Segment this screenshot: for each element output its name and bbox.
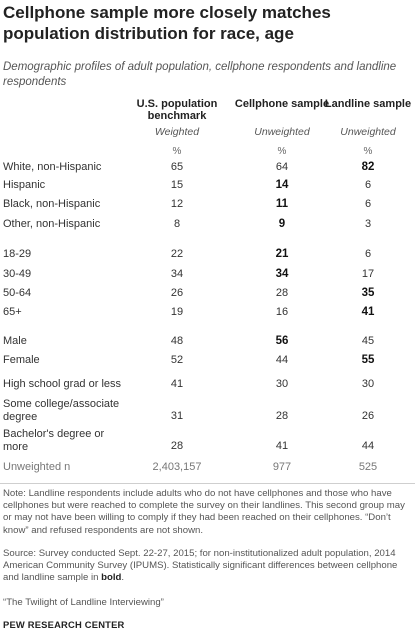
column-header-landline: Landline sample [324, 98, 412, 110]
source-text: Source: Survey conducted Sept. 22-27, 20… [3, 548, 413, 585]
table-row: Female 52 44 55 [0, 354, 415, 370]
cell-landline: 45 [361, 335, 375, 347]
cell-benchmark: 26 [170, 287, 184, 299]
unweighted-n-row: Unweighted n 2,403,157 977 525 [0, 461, 415, 477]
column-unit-landline: % [363, 146, 373, 157]
column-header-benchmark: U.S. population benchmark [136, 98, 218, 122]
cell-benchmark: 28 [170, 440, 184, 452]
row-label: White, non-Hispanic [3, 161, 102, 173]
cell-landline: 6 [364, 248, 372, 260]
cell-landline: 55 [361, 354, 375, 366]
cell-landline: 44 [361, 440, 375, 452]
cell-cellphone: 21 [275, 248, 289, 260]
table-row: White, non-Hispanic 65 64 82 [0, 161, 415, 177]
cell-cellphone: 28 [275, 287, 289, 299]
table-row: High school grad or less 41 30 30 [0, 378, 415, 394]
row-label: 18-29 [3, 248, 32, 260]
cell-benchmark: 41 [170, 378, 184, 390]
divider [0, 483, 415, 484]
cell-landline: 6 [364, 179, 372, 191]
row-label: 50-64 [3, 287, 32, 299]
table-row: 65+ 19 16 41 [0, 306, 415, 322]
cell-cellphone: 11 [275, 198, 289, 210]
report-title: “The Twilight of Landline Interviewing” [3, 597, 164, 608]
row-label: Black, non-Hispanic [3, 198, 101, 210]
row-label: Female [3, 354, 40, 366]
cell-cellphone: 30 [275, 378, 289, 390]
table-row: 18-29 22 21 6 [0, 248, 415, 264]
column-sub-landline: Unweighted [340, 126, 396, 138]
column-unit-cellphone: % [277, 146, 287, 157]
cell-benchmark: 2,403,157 [152, 461, 202, 473]
row-label: 65+ [3, 306, 22, 318]
cell-landline: 41 [361, 306, 375, 318]
table-row: Male 48 56 45 [0, 335, 415, 351]
note-text: Note: Landline respondents include adult… [3, 488, 405, 536]
row-label: Hispanic [3, 179, 46, 191]
page-title: Cellphone sample more closely matches po… [3, 3, 331, 43]
row-label: Other, non-Hispanic [3, 218, 101, 230]
cell-benchmark: 65 [170, 161, 184, 173]
row-label: High school grad or less [3, 378, 122, 390]
cell-landline: 30 [361, 378, 375, 390]
cell-cellphone: 64 [275, 161, 289, 173]
row-label: Male [3, 335, 27, 347]
cell-cellphone: 34 [275, 268, 289, 280]
cell-cellphone: 41 [275, 440, 289, 452]
source-text-part: Source: Survey conducted Sept. 22-27, 20… [3, 548, 398, 584]
column-header-cellphone: Cellphone sample [234, 98, 330, 110]
cell-cellphone: 16 [275, 306, 289, 318]
cell-landline: 35 [361, 287, 375, 299]
cell-benchmark: 34 [170, 268, 184, 280]
cell-benchmark: 15 [170, 179, 184, 191]
table-row: Bachelor's degree or more 28 41 44 [0, 428, 415, 453]
row-label: Bachelor's degree or more [3, 428, 105, 453]
cell-benchmark: 52 [170, 354, 184, 366]
table-row: Other, non-Hispanic 8 9 3 [0, 218, 415, 234]
cell-landline: 6 [364, 198, 372, 210]
cell-cellphone: 56 [275, 335, 289, 347]
table-row: Black, non-Hispanic 12 11 6 [0, 198, 415, 214]
cell-benchmark: 8 [173, 218, 181, 230]
row-label: Some college/associate degree [3, 398, 120, 423]
table-row: Some college/associate degree 31 28 26 [0, 398, 415, 423]
column-unit-benchmark: % [172, 146, 182, 157]
cell-landline: 17 [361, 268, 375, 280]
cell-benchmark: 19 [170, 306, 184, 318]
cell-cellphone: 44 [275, 354, 289, 366]
cell-landline: 82 [361, 161, 375, 173]
cell-landline: 26 [361, 410, 375, 422]
cell-benchmark: 12 [170, 198, 184, 210]
table-row: 50-64 26 28 35 [0, 287, 415, 303]
cell-cellphone: 977 [272, 461, 292, 473]
row-label: 30-49 [3, 268, 32, 280]
cell-cellphone: 14 [275, 179, 289, 191]
page-subtitle: Demographic profiles of adult population… [3, 61, 397, 88]
footer-logo-text: PEW RESEARCH CENTER [3, 619, 125, 630]
cell-cellphone: 9 [278, 218, 286, 230]
cell-landline: 3 [364, 218, 372, 230]
cell-benchmark: 31 [170, 410, 184, 422]
row-label: Unweighted n [3, 461, 71, 473]
cell-landline: 525 [358, 461, 378, 473]
table-row: 30-49 34 34 17 [0, 268, 415, 284]
source-bold-word: bold [101, 572, 122, 584]
source-text-end: . [121, 572, 125, 584]
column-sub-cellphone: Unweighted [254, 126, 310, 138]
cell-cellphone: 28 [275, 410, 289, 422]
table-row: Hispanic 15 14 6 [0, 179, 415, 195]
cell-benchmark: 48 [170, 335, 184, 347]
column-sub-benchmark: Weighted [154, 126, 200, 138]
cell-benchmark: 22 [170, 248, 184, 260]
